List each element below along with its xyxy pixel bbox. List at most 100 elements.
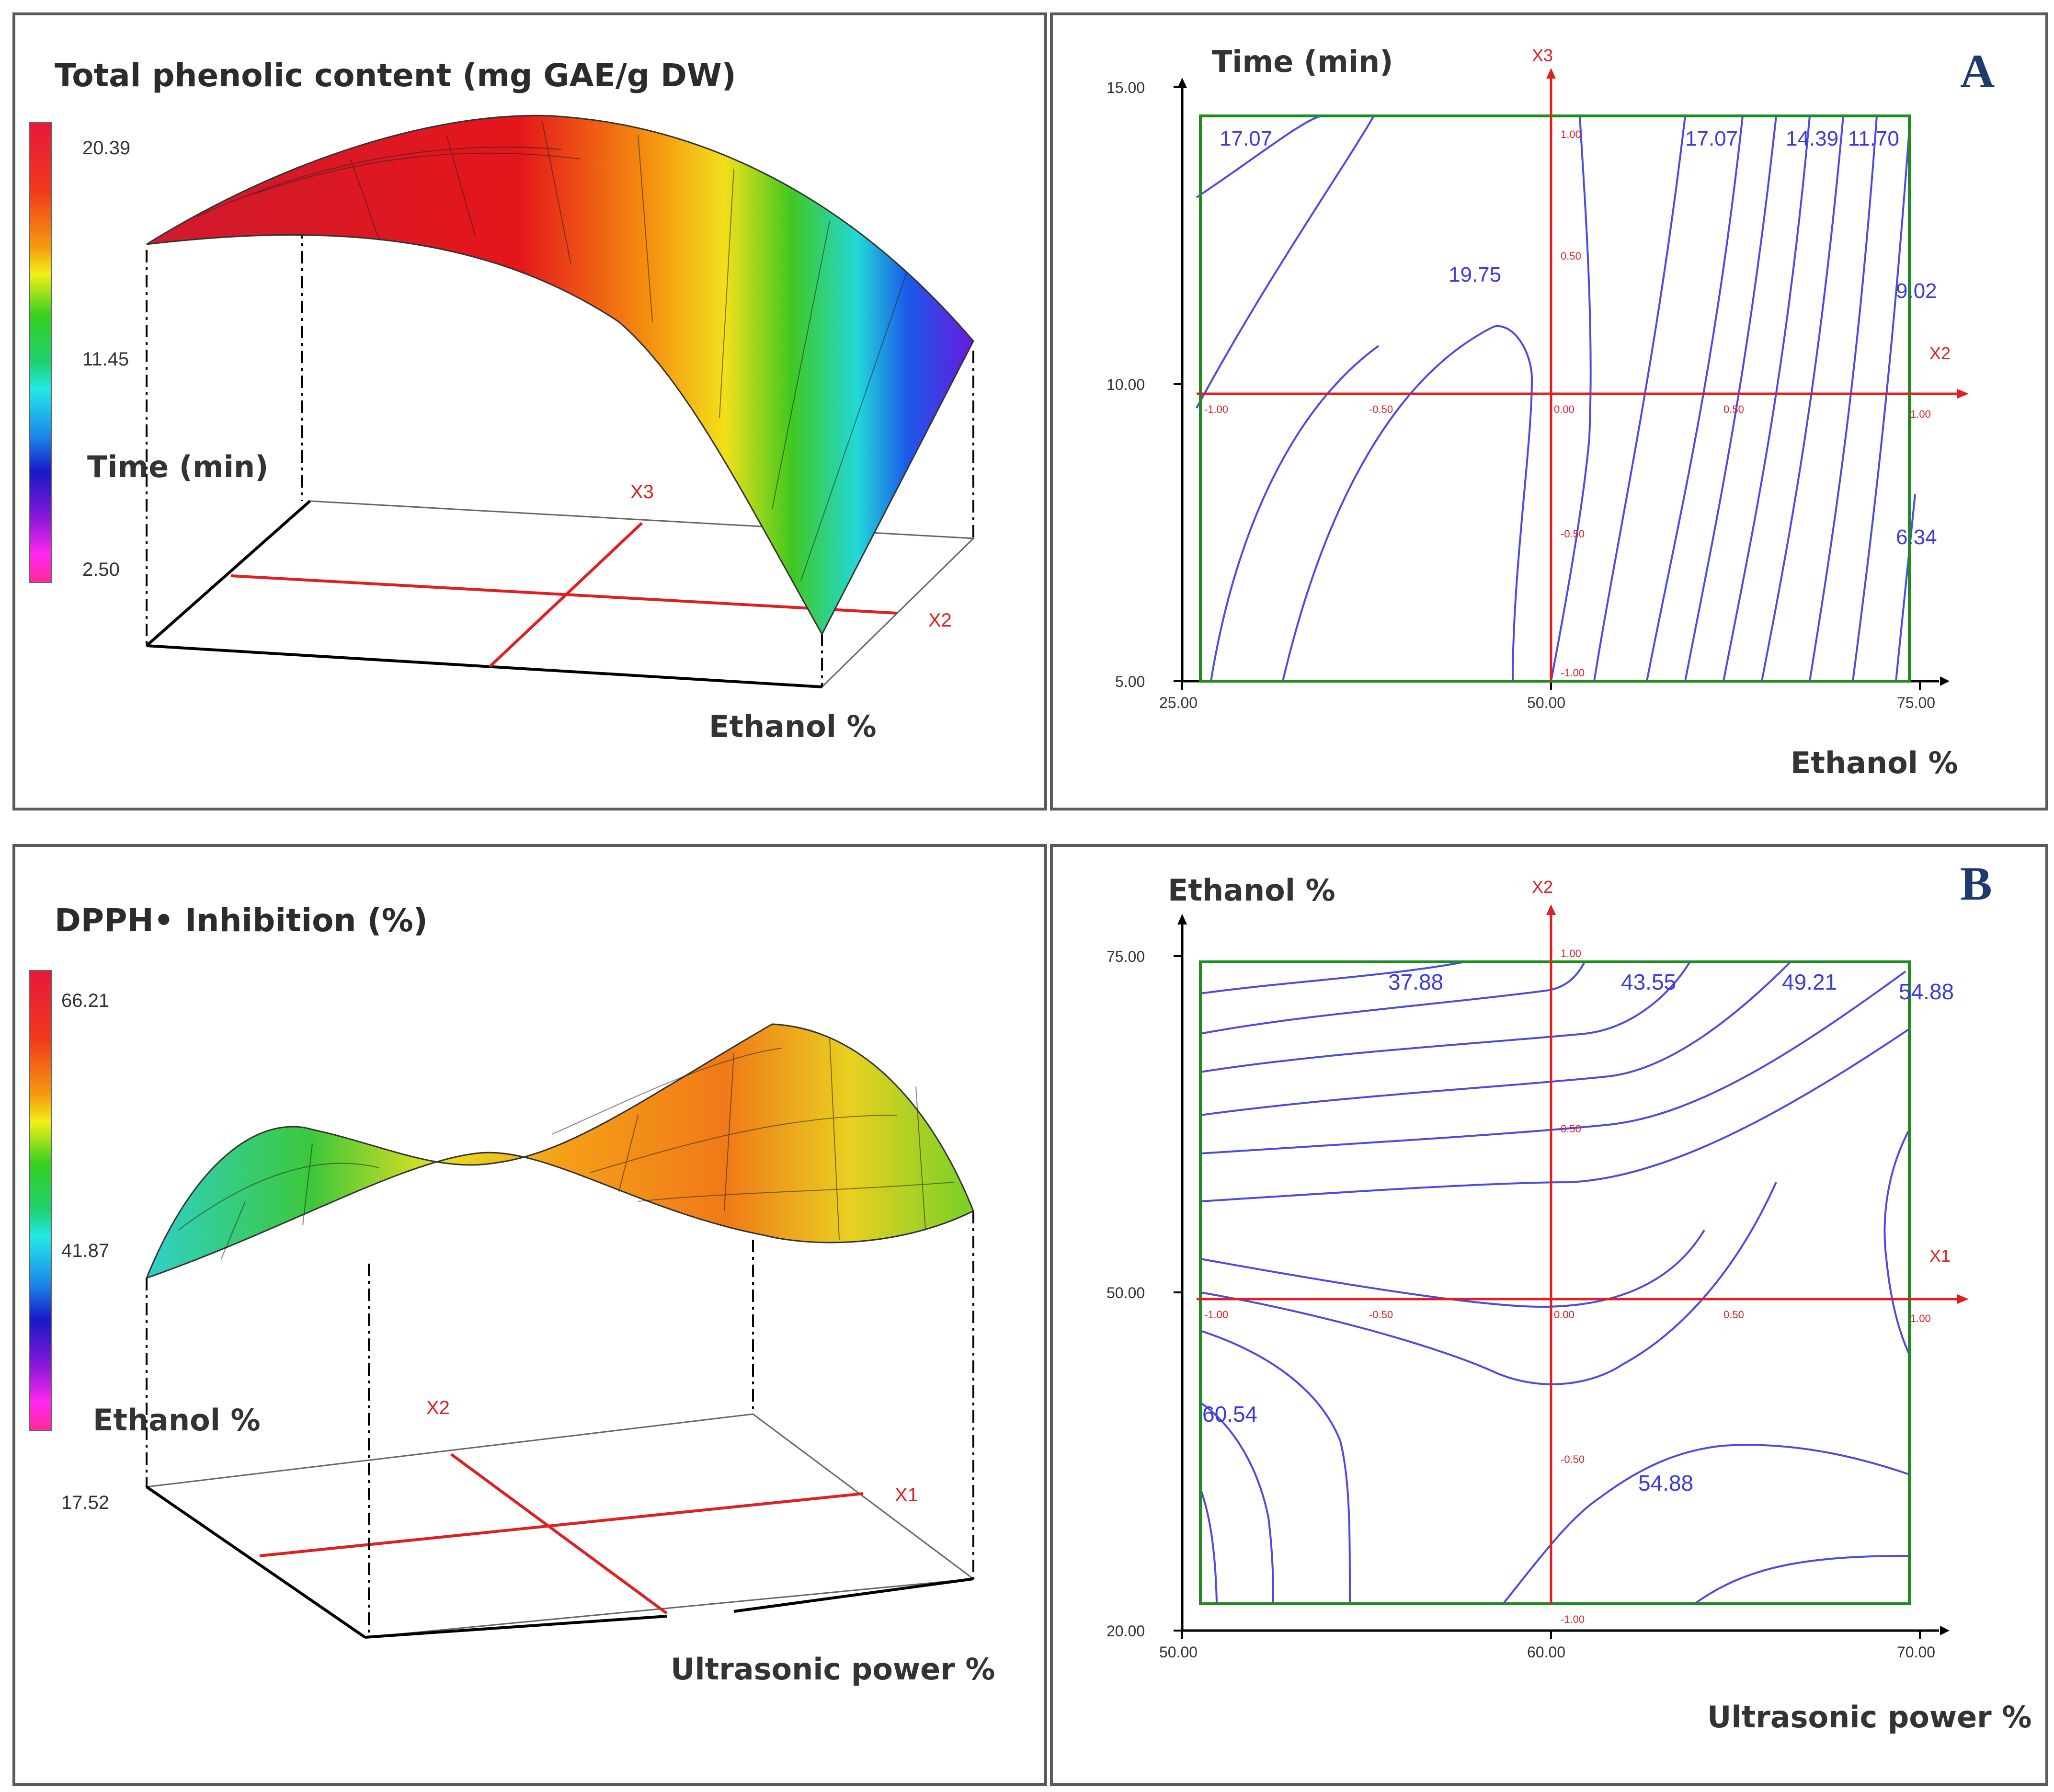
colorbar-b [29,970,52,1431]
surface-a-y-label: Time (min) [87,449,268,484]
x-axis-arrow-b [1940,1626,1950,1635]
tick-marks-b [1174,955,1921,1639]
tick-marks-a [1174,86,1921,690]
panel-a-contour: A Time (min) Ethanol % 25.00 50.00 75.00… [1050,12,2048,810]
coded-y-tick-a-1: 1.00 [1561,128,1581,140]
coded-x-tick-a-4: 0.50 [1723,403,1744,415]
surface-a-mesh [197,121,907,581]
colorbar-b-mid: 41.87 [61,1240,109,1261]
contour-label-a-1: 17.07 [1220,127,1272,150]
coded-x-tick-b-1: -1.00 [1204,1309,1228,1321]
coded-x-tick-a-1: -1.00 [1204,403,1228,415]
contour-b-y-label: Ethanol % [1168,873,1335,908]
contour-label-a-4: 14.39 [1786,127,1838,150]
contour-label-a-2: 19.75 [1449,263,1501,286]
coded-label-x1-b: X1 [895,1484,918,1506]
x-tick-a-3: 75.00 [1897,694,1935,711]
coded-x-tick-b-2: -0.50 [1369,1309,1393,1321]
base-coded-line-x2 [230,574,897,615]
base-edge-front2-b [733,1577,974,1613]
coded-y-tick-a-2: 0.50 [1561,250,1581,262]
colorbar-b-max: 66.21 [61,990,109,1011]
coded-label-x2-b: X2 [426,1397,450,1418]
x-axis-arrow-a [1940,676,1950,686]
colorbar-a [29,122,52,583]
colorbar-b-min: 17.52 [61,1492,109,1513]
y-tick-b-1: 20.00 [1107,1622,1145,1640]
base-coded-line-x2-b [450,1453,668,1615]
panel-b-surface: DPPH• Inhibition (%) 66.21 41.87 17.52 E… [12,844,1047,1786]
contour-label-b-1: 37.88 [1388,970,1443,994]
panel-letter-b: B [1960,857,1992,910]
surface-b [145,1023,974,1279]
contour-lines-b [1199,961,1910,1605]
surface-a-x-label: Ethanol % [709,709,877,744]
contour-label-a-7: 6.34 [1896,525,1937,549]
coded-axis-x2-arrow [1957,389,1969,399]
contour-a-y-label: Time (min) [1212,44,1393,79]
contour-a-x-label: Ethanol % [1791,745,1958,780]
y-tick-b-2: 50.00 [1107,1284,1145,1301]
contour-label-a-5: 11.70 [1848,127,1899,150]
panel-a-surface: Total phenolic content (mg GAE/g DW) 20.… [12,12,1047,810]
contour-label-b-2: 43.55 [1621,970,1676,994]
base-coded-line-x3 [488,522,643,668]
coded-y-tick-b-1: 1.00 [1561,947,1581,959]
coded-x-tick-a-3: 0.00 [1554,403,1575,415]
contour-label-b-5: 60.54 [1202,1402,1257,1427]
coded-y-tick-b-3: -0.50 [1561,1453,1585,1465]
contour-lines-a [1196,115,1916,682]
coded-axis-label-x1: X1 [1929,1246,1951,1266]
y-axis-arrow-b [1177,914,1187,925]
surface-b-y-label: Ethanol % [93,1403,261,1438]
coded-x-tick-a-2: -0.50 [1369,403,1393,415]
coded-axis-x2-b-arrow [1546,904,1556,915]
base-edge-left-a [146,500,311,647]
colorbar-a-max: 20.39 [82,137,130,159]
x-tick-b-3: 70.00 [1897,1644,1935,1661]
x-tick-b-2: 60.00 [1527,1644,1565,1661]
coded-axis-x3-arrow [1546,68,1556,79]
panel-b-contour: B Ethanol % Ultrasonic power % 50.00 60.… [1050,844,2048,1786]
x-tick-a-1: 25.00 [1159,694,1198,711]
y-tick-a-1: 5.00 [1115,673,1145,690]
contour-label-b-3: 49.21 [1782,970,1837,994]
panel-letter-a: A [1960,45,1995,98]
surface-a-title: Total phenolic content (mg GAE/g DW) [55,57,736,94]
y-axis-arrow-a [1177,78,1187,88]
base-edge-front-b [365,1615,667,1639]
base-edge-front-a [146,644,822,688]
surface-plot-b: DPPH• Inhibition (%) 66.21 41.87 17.52 E… [29,902,995,1687]
x-tick-a-2: 50.00 [1527,694,1565,711]
colorbar-a-min: 2.50 [82,559,120,580]
design-frame-b [1199,960,1911,1605]
coded-x-tick-b-5: 1.00 [1910,1313,1931,1324]
coded-axis-label-x3: X3 [1532,46,1553,65]
contour-label-a-3: 17.07 [1685,127,1738,150]
coded-x-tick-b-4: 0.50 [1723,1309,1744,1321]
contour-plot-a: A Time (min) Ethanol % 25.00 50.00 75.00… [1107,44,1995,780]
contour-label-b-6: 54.88 [1638,1471,1693,1495]
base-edge-left-b [146,1485,366,1639]
contour-label-b-4: 54.88 [1899,979,1954,1004]
coded-label-x3-a: X3 [630,481,654,502]
surface-b-x-label: Ultrasonic power % [671,1652,995,1687]
coded-x-tick-b-3: 0.00 [1554,1309,1575,1321]
design-frame-a [1199,114,1911,683]
coded-y-tick-b-4: -1.00 [1561,1613,1585,1625]
x-tick-b-1: 50.00 [1159,1644,1198,1661]
surface-b-mesh [178,1038,955,1259]
y-tick-a-2: 10.00 [1107,376,1145,393]
coded-axis-label-x2: X2 [1929,343,1951,363]
colorbar-a-mid: 11.45 [82,349,129,370]
contour-plot-b: B Ethanol % Ultrasonic power % 50.00 60.… [1107,857,2031,1735]
coded-x-tick-a-5: 1.00 [1910,408,1931,420]
coded-label-x2-a: X2 [928,610,952,631]
coded-axis-label-x2-b: X2 [1532,877,1553,897]
surface-b-title: DPPH• Inhibition (%) [55,902,428,939]
y-tick-b-3: 75.00 [1107,948,1145,965]
y-tick-a-3: 15.00 [1107,79,1145,96]
contour-label-a-6: 9.02 [1896,279,1937,303]
contour-b-x-label: Ultrasonic power % [1707,1700,2031,1735]
coded-y-tick-a-3: -0.50 [1561,528,1585,540]
